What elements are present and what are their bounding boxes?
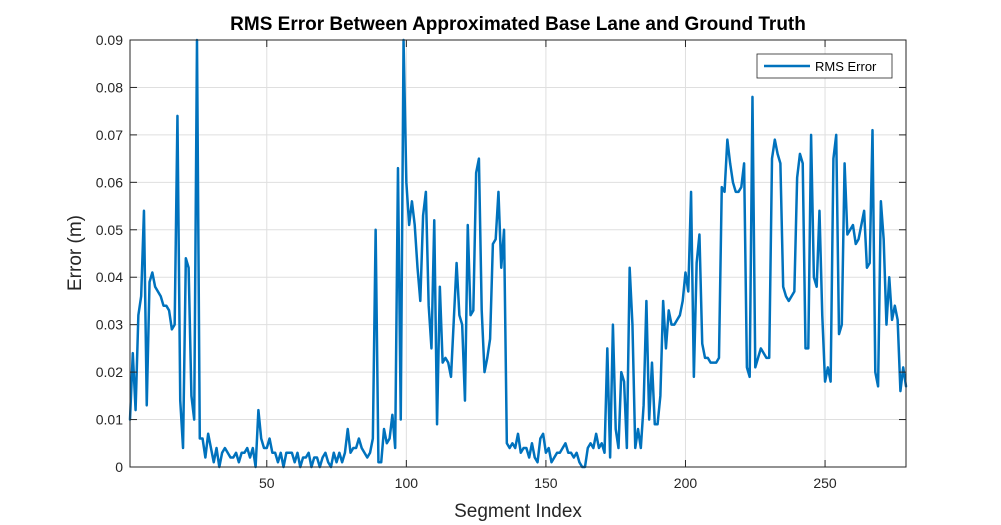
y-axis-label: Error (m) bbox=[65, 215, 86, 291]
x-tick-label: 150 bbox=[534, 475, 558, 491]
y-tick-label: 0.01 bbox=[96, 412, 123, 428]
x-tick-label: 200 bbox=[674, 475, 698, 491]
plot-frame bbox=[129, 39, 907, 468]
y-tick-label: 0.04 bbox=[96, 269, 123, 285]
ticks bbox=[130, 39, 906, 468]
series-line-rms-error bbox=[128, 38, 908, 469]
y-tick-label: 0.05 bbox=[96, 222, 123, 238]
y-tick-label: 0.03 bbox=[96, 317, 123, 333]
series-group bbox=[128, 38, 908, 469]
y-tick-label: 0.09 bbox=[96, 32, 123, 48]
y-tick-label: 0.02 bbox=[96, 364, 123, 380]
x-tick-label: 100 bbox=[395, 475, 419, 491]
y-tick-label: 0 bbox=[115, 459, 123, 475]
x-axis-label: Segment Index bbox=[454, 501, 582, 522]
y-tick-label: 0.06 bbox=[96, 174, 123, 190]
y-tick-label: 0.07 bbox=[96, 127, 123, 143]
y-tick-label: 0.08 bbox=[96, 79, 123, 95]
legend: RMS Error bbox=[756, 53, 893, 79]
plot-background bbox=[130, 40, 906, 467]
legend-label-rms-error: RMS Error bbox=[815, 59, 877, 74]
x-tick-label: 50 bbox=[259, 475, 275, 491]
tick-labels: 50 100 150 200 250 0 0.01 0.02 0.03 0.04 0.05 0.06 0… bbox=[96, 32, 837, 491]
x-tick-label: 250 bbox=[813, 475, 837, 491]
chart-title: RMS Error Between Approximated Base Lane… bbox=[230, 14, 806, 35]
